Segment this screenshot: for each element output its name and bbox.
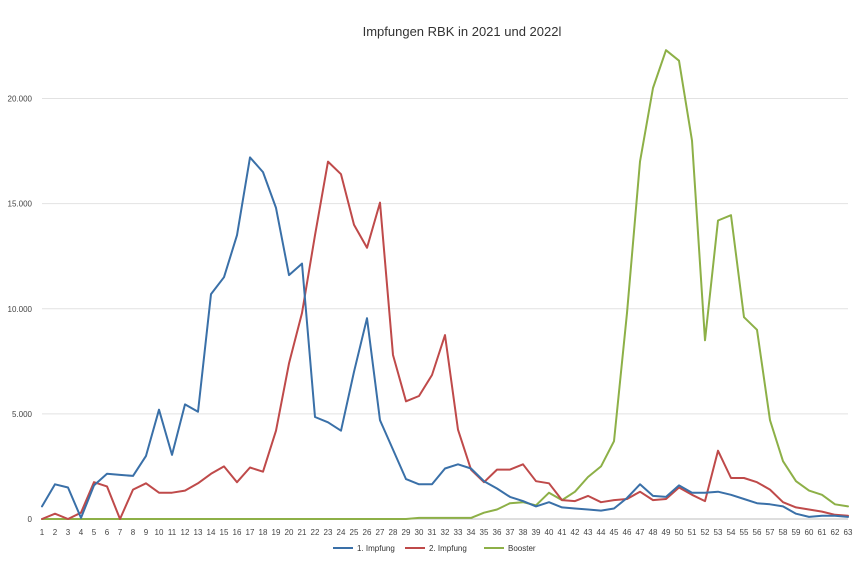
- x-tick-label: 39: [532, 528, 541, 537]
- x-tick-label: 15: [220, 528, 229, 537]
- x-tick-label: 10: [155, 528, 164, 537]
- x-tick-label: 17: [246, 528, 255, 537]
- gridlines: [42, 98, 848, 520]
- y-tick-label: 15.000: [8, 200, 33, 209]
- x-tick-label: 62: [831, 528, 840, 537]
- series-line-1: [41, 156, 849, 519]
- x-tick-label: 53: [714, 528, 723, 537]
- x-tick-label: 63: [844, 528, 853, 537]
- y-tick-label: 5.000: [12, 410, 33, 419]
- x-tick-label: 12: [181, 528, 190, 537]
- x-tick-label: 24: [337, 528, 346, 537]
- x-tick-label: 5: [92, 528, 97, 537]
- x-tick-label: 18: [259, 528, 268, 537]
- y-tick-label: 0: [28, 515, 33, 524]
- x-tick-label: 40: [545, 528, 554, 537]
- x-tick-label: 36: [493, 528, 502, 537]
- x-tick-label: 19: [272, 528, 281, 537]
- x-tick-label: 52: [701, 528, 710, 537]
- x-tick-label: 21: [298, 528, 307, 537]
- x-tick-label: 4: [79, 528, 84, 537]
- x-tick-label: 57: [766, 528, 775, 537]
- x-tick-label: 28: [389, 528, 398, 537]
- x-tick-label: 49: [662, 528, 671, 537]
- x-tick-label: 60: [805, 528, 814, 537]
- x-tick-label: 32: [441, 528, 450, 537]
- x-tick-label: 27: [376, 528, 385, 537]
- legend-label: Booster: [508, 544, 536, 553]
- x-tick-label: 33: [454, 528, 463, 537]
- x-tick-label: 25: [350, 528, 359, 537]
- y-tick-label: 20.000: [8, 95, 33, 104]
- y-tick-label: 10.000: [8, 305, 33, 314]
- x-tick-label: 29: [402, 528, 411, 537]
- x-tick-label: 54: [727, 528, 736, 537]
- x-tick-label: 48: [649, 528, 658, 537]
- x-tick-label: 14: [207, 528, 216, 537]
- x-tick-label: 41: [558, 528, 567, 537]
- x-tick-label: 20: [285, 528, 294, 537]
- x-tick-label: 30: [415, 528, 424, 537]
- x-tick-label: 31: [428, 528, 437, 537]
- x-tick-label: 9: [144, 528, 149, 537]
- x-tick-label: 16: [233, 528, 242, 537]
- x-tick-label: 6: [105, 528, 110, 537]
- x-tick-label: 23: [324, 528, 333, 537]
- x-tick-label: 44: [597, 528, 606, 537]
- x-tick-label: 59: [792, 528, 801, 537]
- x-tick-label: 43: [584, 528, 593, 537]
- x-tick-label: 51: [688, 528, 697, 537]
- x-tick-label: 42: [571, 528, 580, 537]
- legend-label: 2. Impfung: [429, 544, 467, 553]
- x-axis: 1 2 3 4 5 6 7 8 9 10 11 12 13 14 15 16 17 18 19 20 21 22 23 24 2…: [40, 528, 853, 537]
- x-tick-label: 8: [131, 528, 136, 537]
- x-tick-label: 58: [779, 528, 788, 537]
- x-tick-label: 38: [519, 528, 528, 537]
- x-tick-label: 7: [118, 528, 123, 537]
- x-tick-label: 46: [623, 528, 632, 537]
- legend: 1. Impfung 2. Impfung Booster: [333, 544, 536, 553]
- x-tick-label: 34: [467, 528, 476, 537]
- x-tick-label: 47: [636, 528, 645, 537]
- x-tick-label: 61: [818, 528, 827, 537]
- x-tick-label: 55: [740, 528, 749, 537]
- x-tick-label: 3: [66, 528, 71, 537]
- y-axis: 0 5.000 10.000 15.000 20.000: [8, 95, 33, 524]
- x-tick-label: 2: [53, 528, 58, 537]
- x-tick-label: 35: [480, 528, 489, 537]
- series-group: [41, 49, 849, 520]
- x-tick-label: 45: [610, 528, 619, 537]
- x-tick-label: 22: [311, 528, 320, 537]
- series-line-3: [41, 49, 849, 520]
- series-line-2: [41, 160, 849, 520]
- x-tick-label: 50: [675, 528, 684, 537]
- x-tick-label: 11: [168, 528, 177, 537]
- x-tick-label: 37: [506, 528, 515, 537]
- chart-title: Impfungen RBK in 2021 und 2022l: [363, 24, 562, 39]
- x-tick-label: 26: [363, 528, 372, 537]
- x-tick-label: 13: [194, 528, 203, 537]
- x-tick-label: 56: [753, 528, 762, 537]
- x-tick-label: 1: [40, 528, 45, 537]
- legend-label: 1. Impfung: [357, 544, 395, 553]
